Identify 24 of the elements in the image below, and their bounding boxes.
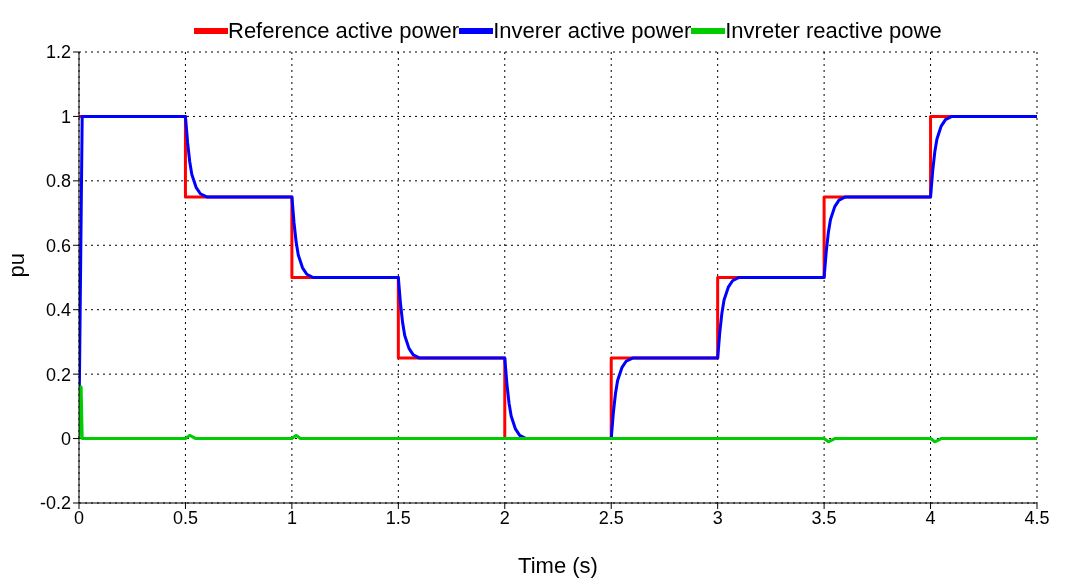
y-tick-label: -0.2	[39, 493, 71, 514]
x-tick-label: 2	[499, 507, 510, 528]
x-tick-label: 4.5	[1024, 507, 1050, 528]
x-tick-label: 3	[712, 507, 723, 528]
x-axis-title: Time (s)	[518, 553, 598, 578]
legend-label: Inverer active power	[493, 18, 692, 44]
y-tick-label: 0.2	[45, 364, 71, 385]
legend-label: Invreter reactive powe	[725, 18, 942, 44]
y-axis-title: pu	[3, 253, 29, 278]
line-series	[79, 385, 1037, 444]
y-tick-label: 0	[60, 428, 71, 449]
y-tick-label: 1	[60, 106, 71, 127]
x-tick-label: 2.5	[598, 507, 624, 528]
y-tick-label: 0.4	[45, 300, 71, 321]
y-tick-label: 1.2	[45, 42, 71, 63]
x-tick-label: 3.5	[811, 507, 837, 528]
legend-label: Reference active power	[228, 18, 460, 44]
x-tick-label: 1	[286, 507, 297, 528]
y-tick-label: 0.8	[45, 171, 71, 192]
x-tick-label: 4	[925, 507, 936, 528]
x-tick-label: 1.5	[385, 507, 411, 528]
y-tick-label: 0.6	[45, 235, 71, 256]
x-tick-label: 0	[73, 507, 85, 528]
x-tick-label: 0.5	[172, 507, 198, 528]
